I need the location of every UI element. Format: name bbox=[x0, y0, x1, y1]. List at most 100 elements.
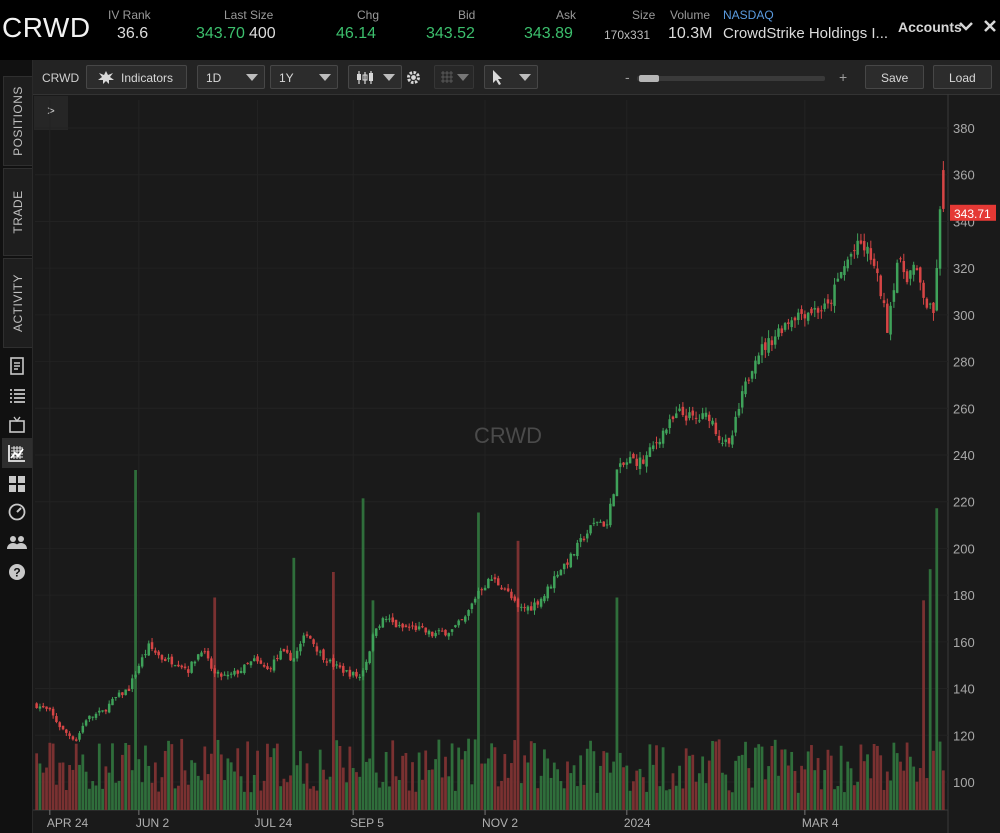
bid-value[interactable]: 343.52 bbox=[426, 25, 475, 42]
volume-bar bbox=[104, 766, 108, 810]
y-tick-label: 180 bbox=[953, 588, 975, 603]
chevron-down-icon[interactable] bbox=[958, 18, 974, 34]
volume-bar bbox=[806, 751, 810, 810]
zoom-in-button[interactable]: + bbox=[839, 69, 848, 85]
candle-body bbox=[780, 328, 784, 334]
candle-body bbox=[632, 453, 635, 459]
close-icon[interactable] bbox=[982, 18, 998, 34]
zoom-out-button[interactable]: - bbox=[625, 69, 630, 85]
volume-bar bbox=[170, 744, 174, 810]
candle-body bbox=[325, 661, 329, 663]
candle-body bbox=[226, 674, 230, 677]
indicators-button[interactable]: Indicators bbox=[86, 65, 187, 89]
candle-body bbox=[216, 671, 220, 674]
volume-bar bbox=[632, 781, 635, 810]
candle-body bbox=[229, 673, 233, 675]
interval-select[interactable]: 1D bbox=[197, 65, 265, 89]
gear-icon[interactable] bbox=[405, 69, 422, 86]
candle-body bbox=[569, 553, 573, 568]
candle-body bbox=[365, 661, 368, 670]
range-value: 1Y bbox=[279, 71, 294, 85]
volume-bar bbox=[589, 740, 592, 810]
volume-bar bbox=[163, 750, 167, 810]
list-icon[interactable] bbox=[6, 385, 28, 407]
volume-bar bbox=[787, 765, 790, 810]
candle-body bbox=[154, 650, 157, 653]
candle-body bbox=[332, 658, 335, 667]
help-icon[interactable]: ? bbox=[6, 561, 28, 583]
volume-bar bbox=[658, 786, 662, 810]
volume-bar bbox=[97, 743, 101, 810]
ask-value[interactable]: 343.89 bbox=[524, 25, 573, 42]
expand-panel-button[interactable]: > bbox=[34, 96, 68, 130]
candle-body bbox=[938, 209, 942, 269]
document-icon[interactable] bbox=[6, 355, 28, 377]
volume-bar bbox=[453, 790, 457, 810]
volume-bar bbox=[796, 792, 800, 810]
candle-body bbox=[187, 669, 190, 673]
candle-body bbox=[48, 707, 52, 710]
cursor-tool-select[interactable] bbox=[484, 65, 538, 89]
load-button[interactable]: Load bbox=[933, 65, 992, 89]
tab-positions[interactable]: POSITIONS bbox=[3, 76, 32, 166]
candle-body bbox=[503, 588, 507, 590]
candle-body bbox=[256, 656, 259, 662]
volume-bar bbox=[414, 791, 418, 810]
candle-body bbox=[134, 674, 137, 678]
symbol-title[interactable]: CRWD bbox=[2, 12, 91, 43]
candle-body bbox=[889, 305, 892, 335]
candle-body bbox=[114, 697, 118, 699]
volume-bar bbox=[737, 755, 741, 810]
candle-body bbox=[384, 618, 388, 620]
volume-bar bbox=[585, 748, 589, 810]
candle-body bbox=[727, 437, 731, 444]
grid-icon[interactable] bbox=[6, 473, 28, 495]
chart-icon[interactable] bbox=[6, 442, 28, 464]
candle-body bbox=[747, 379, 751, 381]
zoom-slider[interactable] bbox=[637, 75, 825, 82]
candle-body bbox=[55, 716, 58, 723]
zoom-slider-handle[interactable] bbox=[639, 75, 659, 82]
candle-body bbox=[196, 654, 200, 660]
volume-bar bbox=[803, 769, 807, 810]
candle-body bbox=[398, 625, 401, 627]
candle-body bbox=[909, 270, 912, 279]
candle-body bbox=[767, 338, 770, 353]
candle-body bbox=[872, 258, 876, 266]
candle-body bbox=[421, 626, 424, 628]
volume-bar bbox=[384, 751, 388, 810]
save-button[interactable]: Save bbox=[865, 65, 924, 89]
candle-body bbox=[374, 628, 378, 636]
volume-bar bbox=[549, 777, 553, 810]
candle-body bbox=[177, 664, 180, 667]
volume-bar bbox=[711, 740, 714, 810]
volume-bar bbox=[513, 740, 517, 810]
volume-bar bbox=[322, 769, 325, 810]
candle-body bbox=[111, 698, 114, 706]
candle-body bbox=[612, 494, 615, 507]
candle-body bbox=[592, 522, 596, 524]
gauge-icon[interactable] bbox=[6, 501, 28, 523]
candle-body bbox=[41, 705, 45, 708]
tab-activity[interactable]: ACTIVITY bbox=[3, 258, 32, 348]
candle-body bbox=[895, 262, 899, 293]
volume-bar bbox=[665, 790, 668, 810]
tv-icon[interactable] bbox=[6, 414, 28, 436]
candle-body bbox=[790, 320, 793, 328]
price-chart[interactable]: CRWD 100 120 140 160 180 200 220 240 260 280 300 32… bbox=[33, 60, 1000, 833]
tab-trade[interactable]: TRADE bbox=[3, 168, 32, 256]
candle-body bbox=[520, 606, 523, 608]
candle-body bbox=[638, 457, 642, 470]
volume-bar bbox=[460, 759, 464, 810]
candle-body bbox=[65, 729, 68, 733]
drawing-style-select[interactable] bbox=[434, 65, 474, 89]
volume-bar bbox=[242, 791, 246, 810]
volume-bar bbox=[859, 744, 863, 810]
candle-body bbox=[38, 706, 42, 709]
accounts-menu-label[interactable]: Accounts bbox=[898, 19, 962, 35]
range-select[interactable]: 1Y bbox=[270, 65, 338, 89]
toolbar-symbol[interactable]: CRWD bbox=[42, 71, 80, 85]
people-icon[interactable] bbox=[6, 531, 28, 553]
chart-type-select[interactable] bbox=[348, 65, 402, 89]
candle-body bbox=[190, 661, 193, 673]
